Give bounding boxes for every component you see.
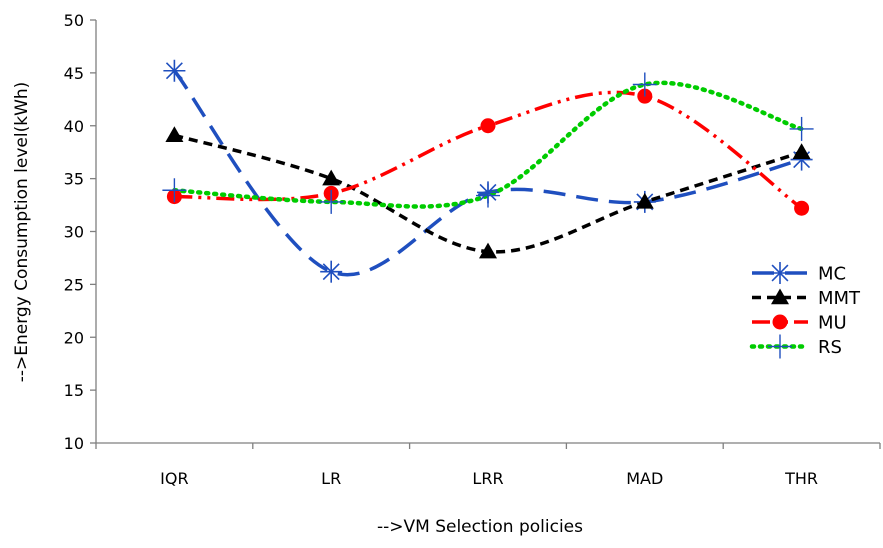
data-point-mc [320,260,343,283]
x-tick-label: LR [321,469,341,488]
y-tick-label: 45 [64,64,84,83]
legend-item-rs: RS [749,334,842,359]
legend-label-mc: MC [818,264,846,285]
y-axis-ticks: 10 15 20 25 30 35 40 45 50 [64,11,96,453]
legend-label-mmt: MMT [818,288,861,309]
legend-item-mu: MU [752,313,847,334]
y-tick-label: 10 [64,434,84,453]
data-point-mc [163,59,186,82]
series-layer [162,59,814,283]
data-point-rs [319,189,344,214]
x-axis-title: -->VM Selection policies [377,517,583,537]
data-point-rs [476,183,500,208]
legend-marker-mmt [771,288,789,305]
x-tick-label: LRR [472,469,503,488]
y-tick-label: 50 [64,11,84,30]
x-tick-label: THR [784,469,818,488]
y-tick-label: 20 [64,328,84,347]
data-point-mu [480,118,496,134]
data-point-mmt [322,169,341,186]
legend: MC MMT MU RS [749,262,861,359]
legend-marker-mu [772,314,788,330]
series-line-rs [172,80,804,209]
y-tick-label: 15 [64,381,84,400]
legend-label-rs: RS [818,337,842,358]
legend-marker-rs [768,334,792,359]
legend-item-mmt: MMT [752,288,861,309]
y-axis-title: -->Energy Consumption level(kWh) [12,82,32,383]
y-tick-label: 35 [64,170,84,189]
y-tick-label: 30 [64,223,84,242]
data-point-rs [632,72,657,97]
x-tick-label: MAD [626,469,663,488]
data-point-mu [794,200,810,216]
legend-item-mc: MC [752,262,846,285]
data-point-mmt [479,242,497,259]
x-axis-ticks: IQR LR LRR MAD THR [95,443,881,488]
x-tick-label: IQR [160,469,188,488]
y-tick-label: 25 [64,275,84,294]
legend-marker-mc [769,262,791,284]
data-point-mmt [165,126,184,143]
data-point-mmt [792,143,811,159]
y-tick-label: 40 [64,117,84,136]
data-point-mmt [635,192,654,209]
legend-label-mu: MU [818,313,847,334]
data-point-rs [162,178,187,203]
data-point-rs [789,116,814,141]
